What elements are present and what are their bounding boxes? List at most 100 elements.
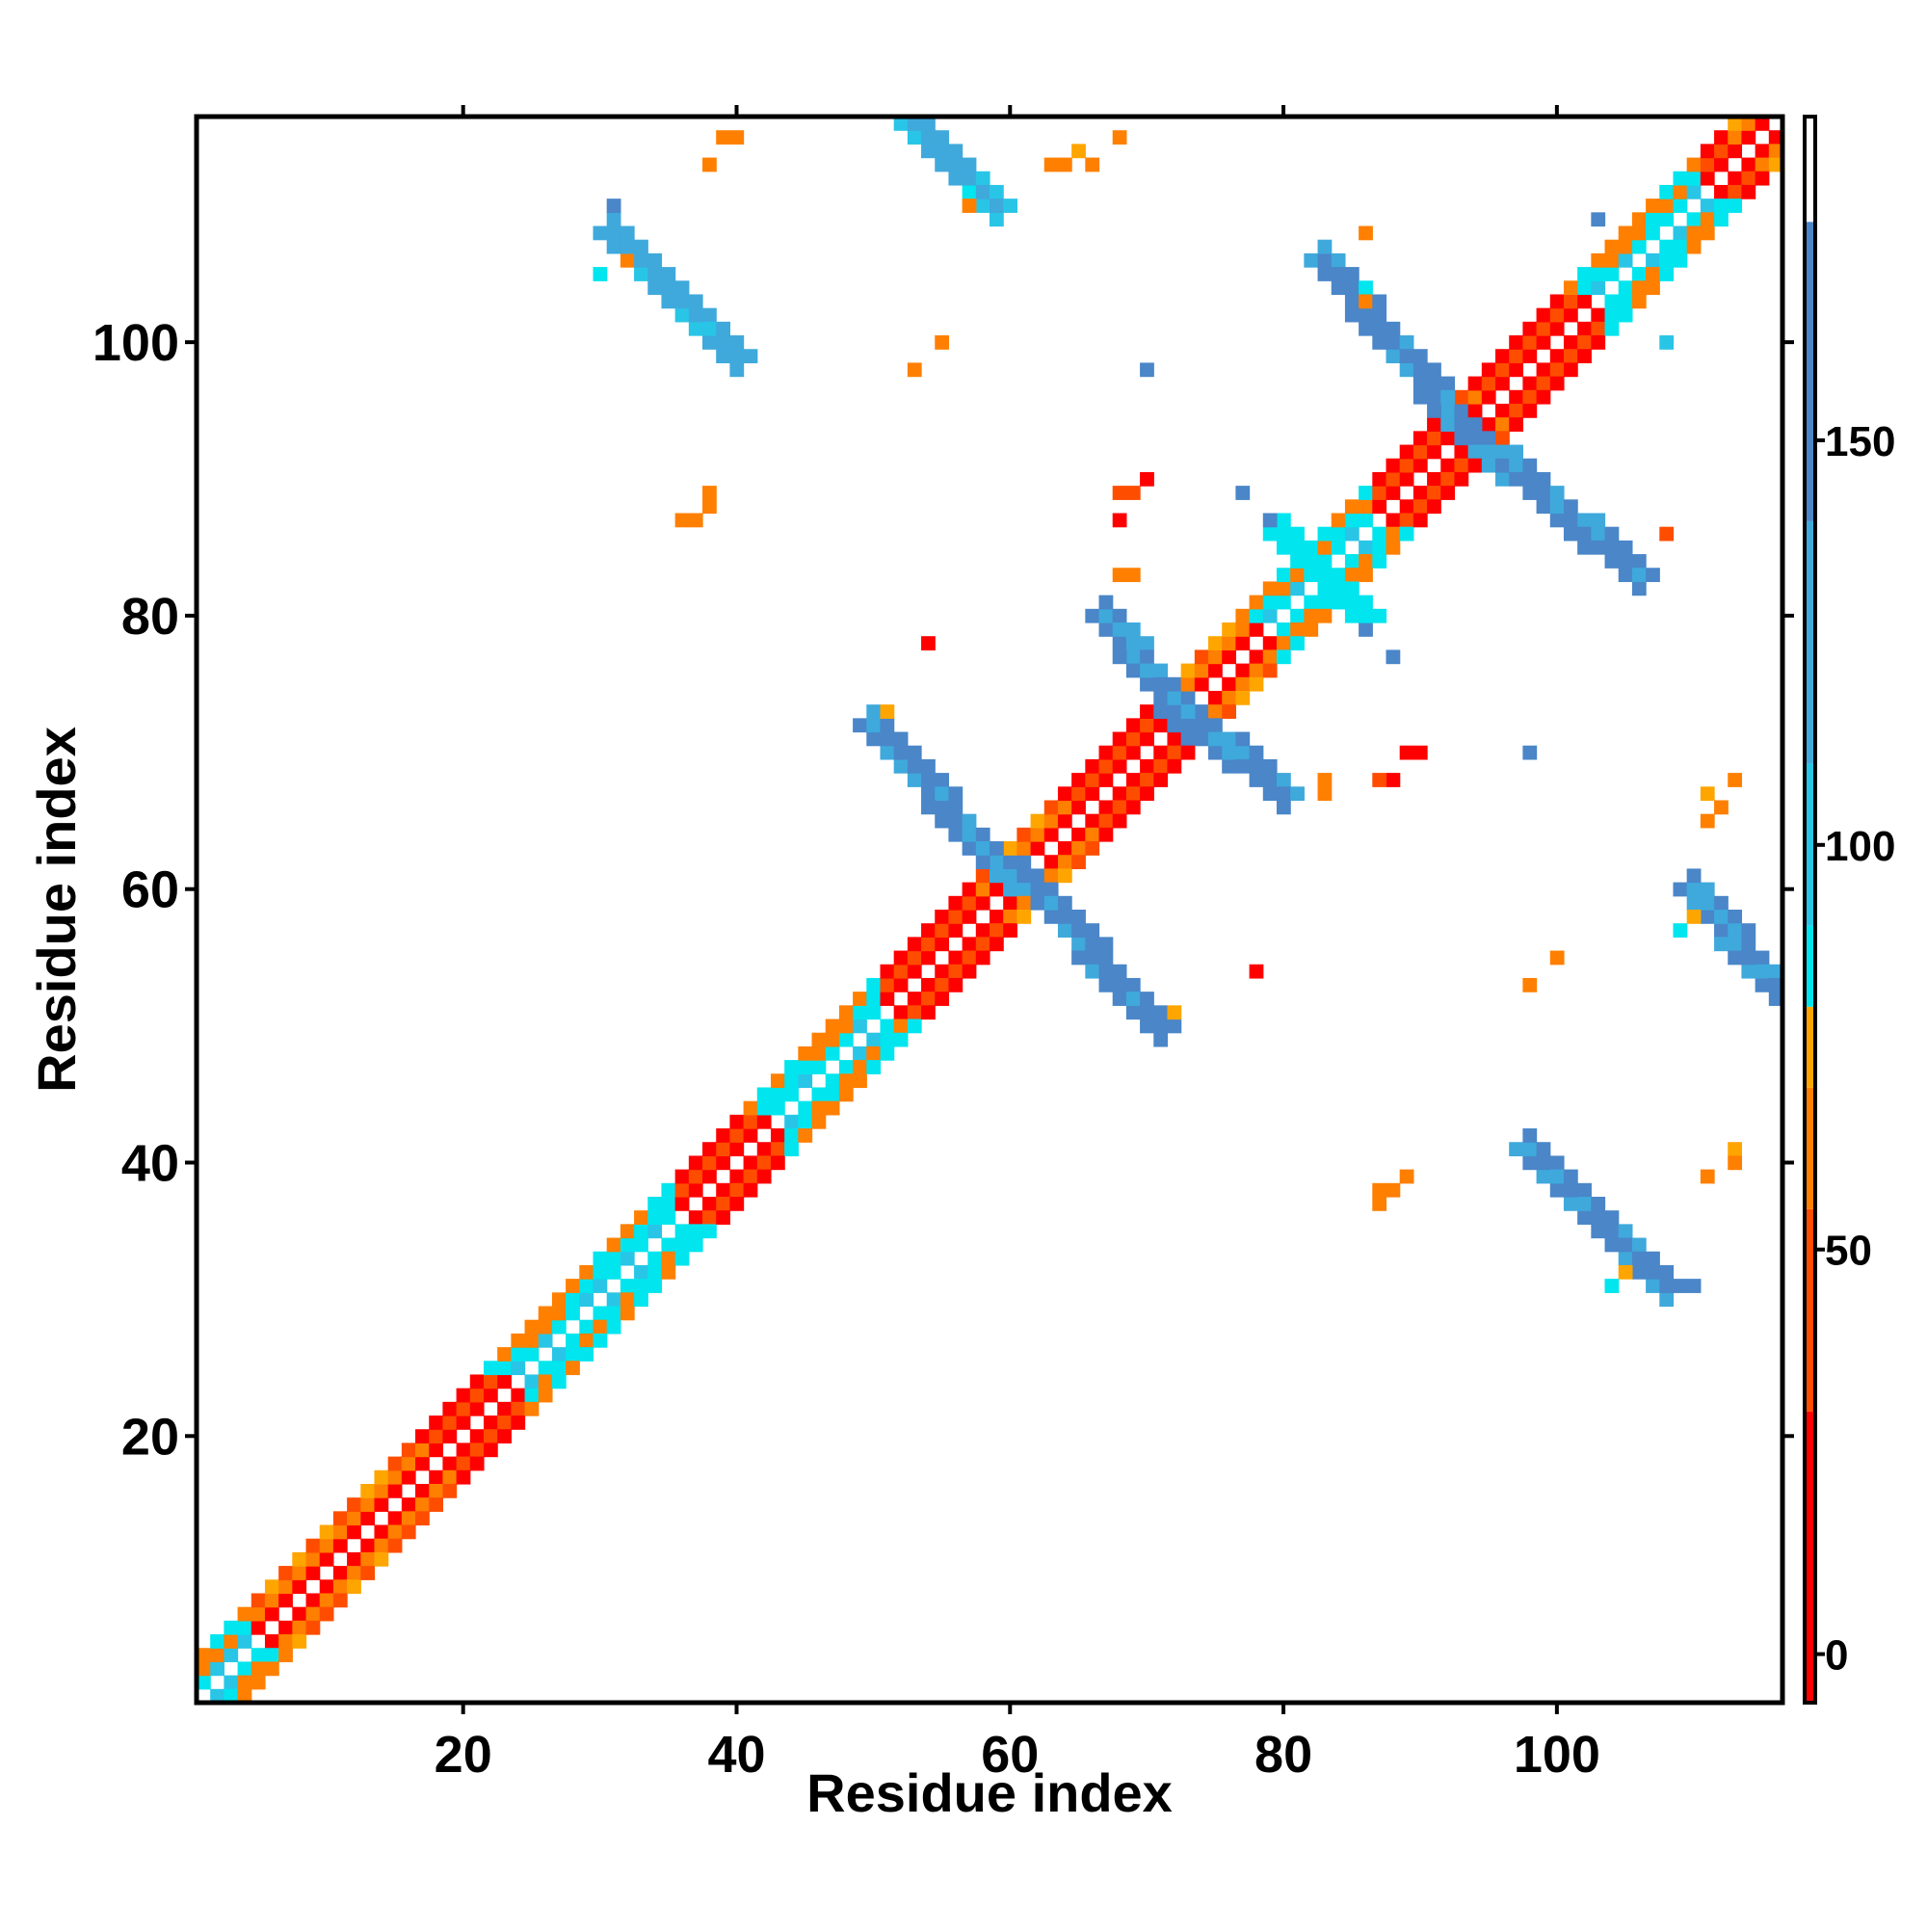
heatmap-cell (1536, 1169, 1551, 1184)
heatmap-cell (1057, 800, 1072, 815)
heatmap-cell (593, 267, 608, 281)
heatmap-cell (429, 1497, 444, 1512)
heatmap-cell (1495, 403, 1510, 418)
heatmap-cell (1700, 910, 1715, 924)
heatmap-cell (1304, 540, 1319, 555)
heatmap-cell (1591, 526, 1606, 542)
heatmap-cell (429, 1483, 444, 1498)
heatmap-cell (1412, 376, 1428, 391)
heatmap-cell (566, 1333, 580, 1348)
heatmap-cell (1728, 184, 1743, 199)
heatmap-cell (251, 1620, 266, 1635)
heatmap-cell (292, 1579, 307, 1595)
heatmap-cell (1412, 349, 1428, 364)
heatmap-cell (292, 1606, 307, 1622)
heatmap-cell (921, 923, 936, 938)
heatmap-cell (469, 1456, 485, 1471)
heatmap-cell (1618, 239, 1633, 254)
heatmap-cell (360, 1566, 376, 1580)
heatmap-cell (1741, 171, 1756, 186)
heatmap-cell (1304, 608, 1319, 623)
heatmap-cell (1153, 676, 1169, 692)
heatmap-cell (1768, 130, 1783, 145)
heatmap-cell (907, 992, 922, 1006)
heatmap-cell (702, 307, 717, 323)
heatmap-cell (921, 130, 936, 145)
heatmap-cell (948, 813, 964, 829)
heatmap-cell (374, 1524, 389, 1540)
heatmap-cell (1646, 225, 1660, 241)
heatmap-cell (1549, 376, 1565, 391)
heatmap-cell (1057, 841, 1072, 856)
heatmap-cell (935, 130, 950, 145)
heatmap-cell (292, 1551, 307, 1567)
heatmap-cell (1043, 827, 1059, 842)
heatmap-cell (1536, 1142, 1551, 1157)
heatmap-cell (1098, 773, 1114, 787)
heatmap-cell (456, 1388, 471, 1403)
heatmap-cell (1112, 622, 1127, 637)
heatmap-cell (264, 1634, 279, 1649)
heatmap-cell (948, 923, 964, 938)
heatmap-cell (319, 1579, 334, 1595)
heatmap-cell (674, 294, 690, 309)
heatmap-cell (893, 950, 909, 966)
heatmap-cell (1125, 486, 1141, 500)
heatmap-cell (606, 225, 621, 241)
heatmap-cell (1359, 595, 1373, 610)
heatmap-cell (1714, 800, 1729, 815)
heatmap-cell (1125, 745, 1141, 760)
heatmap-cell (907, 950, 922, 966)
heatmap-cell (1741, 117, 1756, 131)
heatmap-cell (798, 1073, 813, 1089)
heatmap-cell (1290, 526, 1305, 542)
heatmap-cell (1549, 307, 1565, 323)
heatmap-cell (962, 198, 977, 213)
heatmap-cell (1057, 923, 1072, 938)
heatmap-cell (756, 1100, 772, 1116)
heatmap-cell (606, 1251, 621, 1266)
heatmap-cell (674, 1182, 690, 1198)
heatmap-cell (784, 1060, 799, 1074)
heatmap-cell (1140, 676, 1154, 692)
heatmap-cell (1276, 526, 1291, 542)
heatmap-cell (1577, 1196, 1592, 1211)
heatmap-cell (1359, 540, 1373, 555)
heatmap-cell (210, 1634, 224, 1649)
heatmap-cell (387, 1538, 403, 1553)
heatmap-cell (1290, 636, 1305, 650)
heatmap-cell (305, 1566, 321, 1580)
heatmap-cell (1536, 321, 1551, 336)
heatmap-cell (661, 1210, 676, 1225)
heatmap-cell (948, 157, 964, 172)
heatmap-cell (1167, 676, 1182, 692)
heatmap-cell (1276, 786, 1291, 802)
heatmap-cell (1317, 554, 1333, 569)
heatmap-cell (1331, 540, 1346, 555)
heatmap-cell (497, 1429, 512, 1443)
heatmap-cell (948, 950, 964, 966)
heatmap-cell (1440, 376, 1456, 391)
heatmap-cell (524, 1319, 540, 1335)
heatmap-cell (1427, 471, 1441, 487)
heatmap-cell (1043, 910, 1059, 924)
heatmap-cell (1686, 212, 1702, 227)
heatmap-cell (1495, 362, 1510, 378)
heatmap-cell (1427, 444, 1441, 460)
heatmap-cell (990, 910, 1004, 924)
colorbar-tick-label: 100 (1825, 823, 1895, 870)
heatmap-cell (1125, 649, 1141, 665)
heatmap-cell (606, 1264, 621, 1280)
heatmap-cell (1577, 294, 1592, 309)
heatmap-cell (853, 1005, 867, 1020)
heatmap-cell (784, 1128, 799, 1143)
heatmap-cell (1125, 622, 1141, 637)
heatmap-cell (729, 1142, 745, 1157)
heatmap-cell (620, 1251, 635, 1266)
heatmap-cell (524, 1401, 540, 1416)
heatmap-cell (1427, 362, 1441, 378)
heatmap-cell (1057, 855, 1072, 870)
heatmap-cell (729, 362, 745, 378)
heatmap-cell (935, 910, 950, 924)
heatmap-cell (880, 745, 895, 760)
